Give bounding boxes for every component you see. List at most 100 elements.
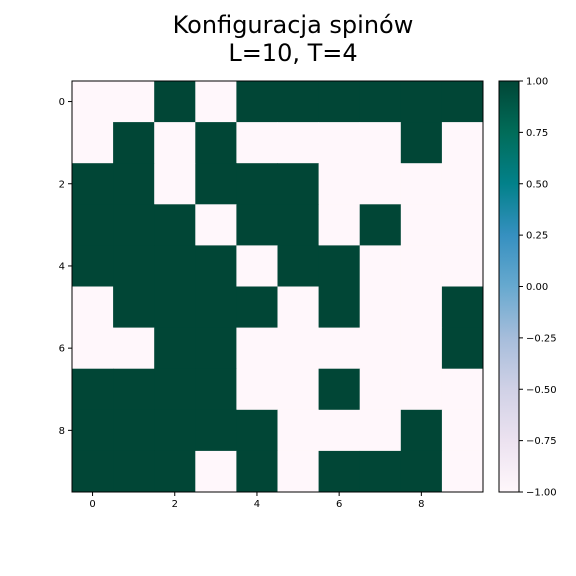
spin-cell-r0-c9 bbox=[441, 81, 484, 123]
plot-frame bbox=[71, 80, 484, 493]
spin-cell-r8-c3 bbox=[195, 409, 237, 452]
spin-cell-r1-c4 bbox=[236, 122, 278, 164]
y-tick-label: 6 bbox=[59, 344, 65, 355]
spin-cell-r9-c2 bbox=[154, 450, 196, 493]
spin-cell-r0-c8 bbox=[400, 81, 443, 123]
spin-cell-r4-c6 bbox=[318, 245, 361, 287]
spin-cell-r7-c7 bbox=[359, 368, 402, 411]
spin-cell-r9-c7 bbox=[359, 450, 402, 493]
spin-cell-r8-c8 bbox=[400, 409, 443, 452]
spin-cell-r4-c9 bbox=[441, 245, 484, 287]
spin-cell-r1-c9 bbox=[441, 122, 484, 164]
spin-cell-r2-c2 bbox=[154, 163, 196, 205]
spin-cell-r2-c0 bbox=[72, 163, 114, 205]
spin-cell-r2-c6 bbox=[318, 163, 361, 205]
spin-cell-r5-c4 bbox=[236, 286, 278, 328]
spin-cell-r3-c7 bbox=[359, 204, 402, 246]
spin-cell-r9-c8 bbox=[400, 450, 443, 493]
spin-cell-r3-c5 bbox=[277, 204, 319, 246]
spin-cell-r5-c7 bbox=[359, 286, 402, 328]
spin-cell-r9-c5 bbox=[277, 450, 319, 493]
colorbar-tick-label: 1.00 bbox=[526, 77, 548, 88]
colorbar-tick-label: 0.50 bbox=[526, 179, 548, 190]
spin-cell-r1-c7 bbox=[359, 122, 402, 164]
spin-cell-r4-c3 bbox=[195, 245, 237, 287]
x-tick-label: 0 bbox=[89, 499, 95, 510]
spin-cell-r7-c1 bbox=[113, 368, 155, 411]
spin-cell-r3-c9 bbox=[441, 204, 484, 246]
colorbar-tick-label: −1.00 bbox=[526, 488, 557, 499]
spin-cell-r2-c4 bbox=[236, 163, 278, 205]
spin-cell-r3-c6 bbox=[318, 204, 361, 246]
spin-cell-r9-c3 bbox=[195, 450, 237, 493]
spin-cell-r5-c2 bbox=[154, 286, 196, 328]
spin-cell-r5-c3 bbox=[195, 286, 237, 328]
spin-cell-r3-c0 bbox=[72, 204, 114, 246]
spin-cell-r0-c3 bbox=[195, 81, 237, 123]
spin-cell-r1-c1 bbox=[113, 122, 155, 164]
spin-cell-r0-c0 bbox=[72, 81, 114, 123]
spin-cell-r0-c5 bbox=[277, 81, 319, 123]
spin-cell-r6-c7 bbox=[359, 327, 402, 370]
spin-cell-r0-c1 bbox=[113, 81, 155, 123]
x-tick-label: 2 bbox=[172, 499, 178, 510]
colorbar-tick-label: 0.00 bbox=[526, 282, 548, 293]
spin-cell-r9-c6 bbox=[318, 450, 361, 493]
spin-cell-r3-c3 bbox=[195, 204, 237, 246]
y-tick-label: 2 bbox=[59, 179, 65, 190]
spin-cell-r2-c5 bbox=[277, 163, 319, 205]
spin-cell-r4-c5 bbox=[277, 245, 319, 287]
spin-cell-r9-c4 bbox=[236, 450, 278, 493]
spin-cell-r6-c2 bbox=[154, 327, 196, 370]
spin-cell-r8-c9 bbox=[441, 409, 484, 452]
colorbar-axis: 1.00 0.75 0.50 0.25 0.00 −0.25 −0.50 −0.75 −1.00 bbox=[519, 77, 557, 499]
spin-cell-r9-c9 bbox=[441, 450, 484, 493]
spin-cell-r7-c4 bbox=[236, 368, 278, 411]
spin-cell-r2-c9 bbox=[441, 163, 484, 205]
spin-cell-r1-c8 bbox=[400, 122, 443, 164]
spin-cell-r0-c7 bbox=[359, 81, 402, 123]
x-axis: 0 2 4 6 8 bbox=[89, 492, 425, 510]
spin-cell-r5-c0 bbox=[72, 286, 114, 328]
spin-cell-r2-c3 bbox=[195, 163, 237, 205]
spin-cell-r2-c1 bbox=[113, 163, 155, 205]
x-tick-label: 8 bbox=[418, 499, 424, 510]
spin-cell-r4-c4 bbox=[236, 245, 278, 287]
spin-cell-r2-c8 bbox=[400, 163, 443, 205]
spin-cell-r6-c8 bbox=[400, 327, 443, 370]
x-tick-label: 6 bbox=[336, 499, 342, 510]
spin-cell-r7-c8 bbox=[400, 368, 443, 411]
colorbar-tick-label: −0.75 bbox=[526, 436, 557, 447]
spin-cell-r6-c0 bbox=[72, 327, 114, 370]
spin-cell-r0-c4 bbox=[236, 81, 278, 123]
spin-cell-r5-c6 bbox=[318, 286, 361, 328]
spin-cell-r4-c7 bbox=[359, 245, 402, 287]
spin-cell-r0-c6 bbox=[318, 81, 361, 123]
spin-cell-r9-c0 bbox=[72, 450, 114, 493]
spin-cell-r6-c9 bbox=[441, 327, 484, 370]
chart-title-line-1: Konfiguracja spinów bbox=[173, 11, 414, 39]
spin-cell-r6-c4 bbox=[236, 327, 278, 370]
spin-cell-r8-c7 bbox=[359, 409, 402, 452]
spin-cell-r4-c0 bbox=[72, 245, 114, 287]
spin-cell-r4-c1 bbox=[113, 245, 155, 287]
y-axis: 0 2 4 6 8 bbox=[59, 97, 72, 437]
colorbar-tick-label: −0.50 bbox=[526, 385, 557, 396]
colorbar-tick-label: 0.25 bbox=[526, 231, 548, 242]
spin-cell-r1-c3 bbox=[195, 122, 237, 164]
colorbar-tick-label: −0.25 bbox=[526, 333, 557, 344]
heatmap-cells bbox=[72, 81, 484, 493]
spin-cell-r5-c5 bbox=[277, 286, 319, 328]
x-tick-label: 4 bbox=[254, 499, 260, 510]
spin-cell-r7-c3 bbox=[195, 368, 237, 411]
spin-cell-r8-c2 bbox=[154, 409, 196, 452]
spin-cell-r8-c0 bbox=[72, 409, 114, 452]
chart-title-line-2: L=10, T=4 bbox=[228, 39, 357, 67]
spin-cell-r5-c9 bbox=[441, 286, 484, 328]
spin-cell-r6-c3 bbox=[195, 327, 237, 370]
spin-cell-r3-c8 bbox=[400, 204, 443, 246]
spin-cell-r5-c1 bbox=[113, 286, 155, 328]
spin-cell-r4-c2 bbox=[154, 245, 196, 287]
spin-cell-r1-c5 bbox=[277, 122, 319, 164]
